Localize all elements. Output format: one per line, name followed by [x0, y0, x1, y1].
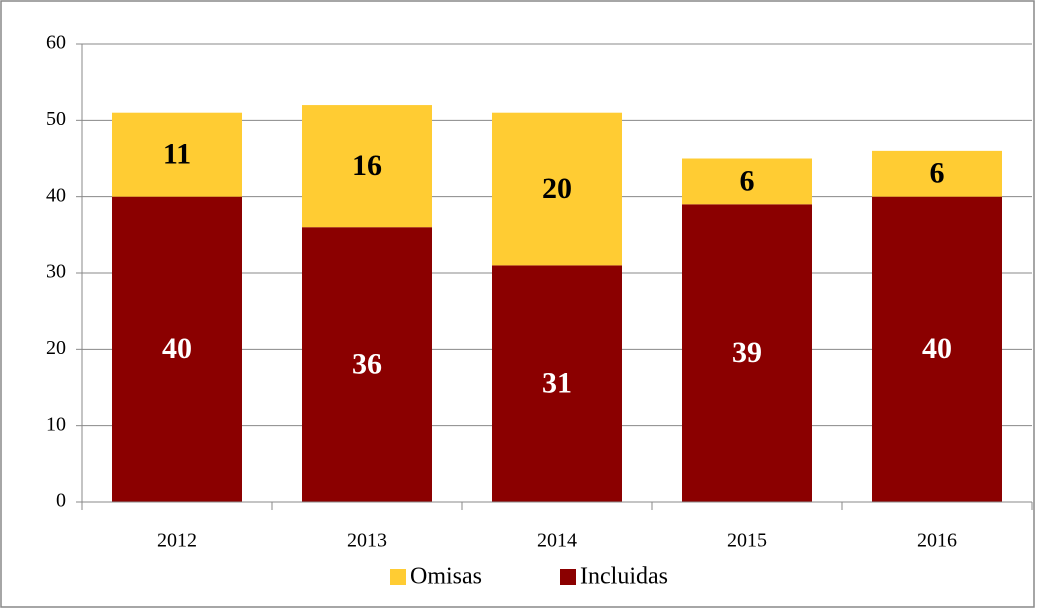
data-label: 40: [162, 332, 192, 365]
bar-segment: [112, 196, 242, 502]
data-label: 20: [542, 172, 572, 205]
y-tick-label: 60: [46, 32, 66, 54]
bar-segment: [682, 204, 812, 503]
bar-segment: [112, 112, 242, 197]
y-tick-label: 0: [56, 490, 66, 512]
data-label: 6: [930, 157, 945, 190]
x-tick-label: 2013: [347, 530, 387, 552]
legend-label: Omisas: [410, 564, 482, 590]
y-tick-label: 40: [46, 184, 66, 206]
y-tick-label: 20: [46, 337, 66, 359]
x-tick-label: 2016: [917, 530, 957, 552]
bar-segment: [302, 227, 432, 502]
data-label: 31: [542, 367, 572, 400]
legend-swatch: [560, 569, 576, 585]
x-tick-label: 2014: [537, 530, 577, 552]
x-tick-label: 2015: [727, 530, 767, 552]
x-tick-label: 2012: [157, 530, 197, 552]
y-tick-label: 50: [46, 108, 66, 130]
data-label: 11: [163, 138, 191, 171]
bar-segment: [872, 150, 1002, 197]
y-tick-label: 10: [46, 413, 66, 435]
bar-segment: [302, 105, 432, 228]
y-tick-label: 30: [46, 261, 66, 283]
bar-segment: [492, 265, 622, 502]
data-label: 40: [922, 332, 952, 365]
legend-label: Incluidas: [580, 564, 668, 590]
bar-segment: [872, 196, 1002, 502]
data-label: 6: [740, 164, 755, 197]
bar-segment: [492, 112, 622, 266]
data-label: 16: [352, 149, 382, 182]
data-label: 39: [732, 336, 762, 369]
legend-swatch: [390, 569, 406, 585]
bar-segment: [682, 158, 812, 205]
data-label: 36: [352, 347, 382, 380]
